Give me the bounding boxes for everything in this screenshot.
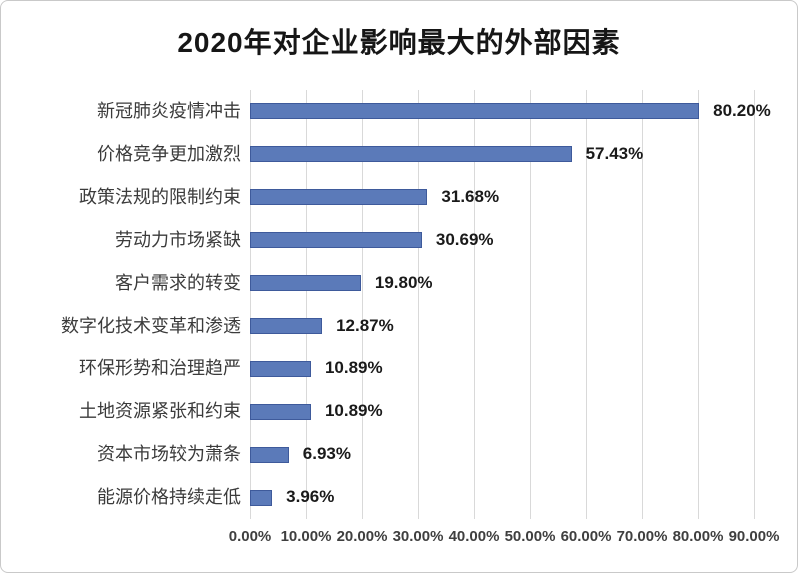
category-label: 数字化技术变革和渗透 <box>61 315 241 336</box>
bar <box>250 360 311 377</box>
category-label: 资本市场较为萧条 <box>97 444 241 465</box>
bar <box>250 232 422 249</box>
gridline <box>250 90 251 519</box>
bar <box>250 317 323 334</box>
category-label: 能源价格持续走低 <box>97 487 241 508</box>
value-label: 12.87% <box>336 315 394 335</box>
x-tick-label: 50.00% <box>504 528 556 545</box>
bar <box>250 103 700 120</box>
bar <box>250 275 361 292</box>
x-tick-label: 90.00% <box>728 528 780 545</box>
x-tick-label: 0.00% <box>228 528 272 545</box>
value-label: 31.68% <box>441 186 500 206</box>
category-label: 客户需求的转变 <box>115 272 241 293</box>
gridline <box>362 90 363 519</box>
x-tick-label: 10.00% <box>280 528 332 545</box>
value-label: 6.93% <box>302 444 351 464</box>
gridline <box>418 90 419 519</box>
bar <box>250 189 428 206</box>
x-tick-label: 70.00% <box>616 528 668 545</box>
x-tick-label: 30.00% <box>392 528 444 545</box>
value-label: 57.43% <box>585 143 644 163</box>
value-label: 10.89% <box>324 401 383 421</box>
gridline <box>586 90 587 519</box>
bar <box>250 446 289 463</box>
category-label: 价格竞争更加激烈 <box>97 143 241 164</box>
value-label: 80.20% <box>713 101 771 120</box>
bar <box>250 489 273 506</box>
gridline <box>754 90 755 519</box>
gridline <box>642 90 643 519</box>
gridline <box>474 90 475 519</box>
value-label: 10.89% <box>324 358 383 378</box>
category-label: 土地资源紧张和约束 <box>79 401 241 422</box>
x-tick-label: 20.00% <box>336 528 388 545</box>
bar <box>250 403 311 420</box>
gridline <box>698 90 699 519</box>
bar <box>250 146 572 163</box>
gridline <box>530 90 531 519</box>
category-label: 劳动力市场紧缺 <box>115 229 241 250</box>
x-tick-label: 80.00% <box>672 528 724 545</box>
value-label: 30.69% <box>435 229 494 249</box>
category-label: 新冠肺炎疫情冲击 <box>97 101 241 121</box>
chart-title: 2020年对企业影响最大的外部因素 <box>177 27 621 58</box>
value-label: 19.80% <box>374 272 433 292</box>
x-tick-label: 40.00% <box>448 528 500 545</box>
value-label: 3.96% <box>286 487 335 507</box>
x-tick-label: 60.00% <box>560 528 612 545</box>
category-label: 环保形势和治理趋严 <box>79 358 241 379</box>
gridline <box>306 90 307 519</box>
category-label: 政策法规的限制约束 <box>79 186 241 207</box>
